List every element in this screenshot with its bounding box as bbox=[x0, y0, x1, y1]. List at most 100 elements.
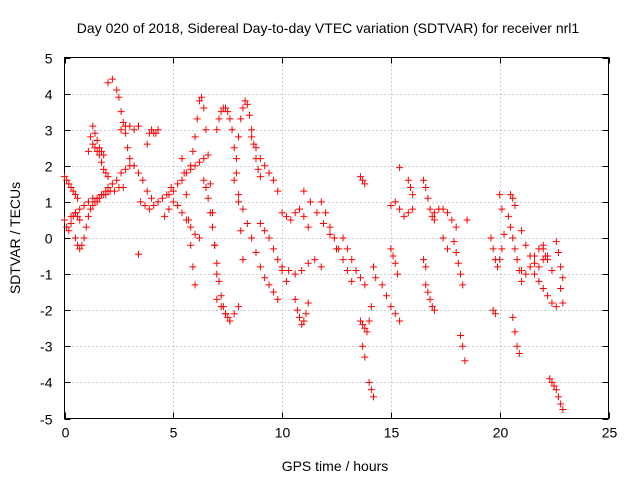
data-point bbox=[191, 133, 199, 141]
data-point bbox=[359, 342, 367, 350]
data-point bbox=[498, 245, 506, 253]
data-point bbox=[141, 202, 149, 210]
data-point bbox=[113, 86, 121, 94]
data-point bbox=[509, 194, 517, 202]
data-point bbox=[511, 202, 519, 210]
data-point bbox=[535, 277, 543, 285]
data-point bbox=[539, 245, 547, 253]
series-track-42 bbox=[420, 256, 430, 271]
data-point bbox=[93, 194, 101, 202]
data-point bbox=[237, 227, 245, 235]
series-track-26 bbox=[278, 256, 325, 278]
data-point bbox=[117, 108, 125, 116]
data-point bbox=[217, 292, 225, 300]
data-point bbox=[459, 281, 467, 289]
data-point bbox=[217, 108, 225, 116]
data-point bbox=[343, 266, 351, 274]
data-point bbox=[119, 183, 127, 191]
plot-frame bbox=[64, 57, 609, 419]
data-point bbox=[274, 256, 282, 264]
data-point bbox=[84, 212, 92, 220]
series-track-49 bbox=[487, 230, 508, 271]
data-point bbox=[187, 241, 195, 249]
data-point bbox=[256, 263, 264, 271]
data-point bbox=[74, 212, 82, 220]
data-point bbox=[459, 342, 467, 350]
data-point bbox=[119, 118, 127, 126]
series-track-25 bbox=[291, 295, 312, 329]
data-point bbox=[250, 140, 258, 148]
data-point bbox=[82, 223, 90, 231]
data-point bbox=[143, 140, 151, 148]
series-track-36 bbox=[387, 198, 417, 220]
x-tick-label: 5 bbox=[170, 425, 178, 441]
y-tick-label: -4 bbox=[40, 375, 53, 391]
data-point bbox=[93, 147, 101, 155]
data-point bbox=[185, 216, 193, 224]
data-point bbox=[443, 209, 451, 217]
data-point bbox=[409, 191, 417, 199]
series-track-05 bbox=[84, 122, 108, 159]
data-point bbox=[63, 176, 71, 184]
series-track-31 bbox=[356, 303, 375, 336]
data-point bbox=[261, 274, 269, 282]
data-point bbox=[67, 212, 75, 220]
data-point bbox=[261, 227, 269, 235]
data-point bbox=[74, 194, 82, 202]
data-point bbox=[89, 122, 97, 130]
series-track-01 bbox=[61, 173, 82, 202]
data-point bbox=[509, 313, 517, 321]
data-point bbox=[513, 342, 521, 350]
data-point bbox=[296, 313, 304, 321]
data-point bbox=[174, 180, 182, 188]
data-point bbox=[363, 328, 371, 336]
data-point bbox=[550, 382, 558, 390]
data-point bbox=[71, 191, 79, 199]
data-point bbox=[400, 212, 408, 220]
data-point bbox=[213, 126, 221, 134]
data-point bbox=[169, 187, 177, 195]
data-point bbox=[489, 306, 497, 314]
data-point bbox=[448, 216, 456, 224]
data-point bbox=[232, 155, 240, 163]
y-axis-label: SDTVAR / TECUs bbox=[7, 182, 23, 294]
data-point bbox=[102, 169, 110, 177]
data-point bbox=[517, 266, 525, 274]
data-point bbox=[522, 270, 530, 278]
data-point bbox=[187, 162, 195, 170]
series-track-33 bbox=[365, 378, 377, 401]
data-point bbox=[230, 176, 238, 184]
chart-title: Day 020 of 2018, Sidereal Day-to-day VTE… bbox=[77, 20, 580, 36]
data-point bbox=[367, 303, 375, 311]
data-point bbox=[393, 270, 401, 278]
data-point bbox=[269, 176, 277, 184]
data-point bbox=[287, 216, 295, 224]
data-point bbox=[487, 234, 495, 242]
data-point bbox=[213, 259, 221, 267]
data-point bbox=[63, 223, 71, 231]
data-point bbox=[78, 241, 86, 249]
data-point bbox=[507, 191, 515, 199]
series-track-14 bbox=[161, 198, 203, 242]
series-track-22 bbox=[248, 133, 282, 195]
data-point bbox=[204, 151, 212, 159]
data-point bbox=[84, 147, 92, 155]
data-point bbox=[195, 97, 203, 105]
data-point bbox=[457, 270, 465, 278]
data-point bbox=[517, 277, 525, 285]
data-point bbox=[541, 252, 549, 260]
data-point bbox=[367, 386, 375, 394]
data-point bbox=[391, 310, 399, 318]
data-point bbox=[352, 266, 360, 274]
data-point bbox=[65, 227, 73, 235]
data-point bbox=[108, 75, 116, 83]
data-point bbox=[517, 227, 525, 235]
data-point bbox=[195, 234, 203, 242]
series-track-61 bbox=[546, 375, 567, 413]
data-point bbox=[248, 126, 256, 134]
data-point bbox=[452, 223, 460, 231]
data-point bbox=[126, 155, 134, 163]
data-point bbox=[361, 324, 369, 332]
data-point bbox=[356, 173, 364, 181]
data-point bbox=[557, 400, 565, 408]
